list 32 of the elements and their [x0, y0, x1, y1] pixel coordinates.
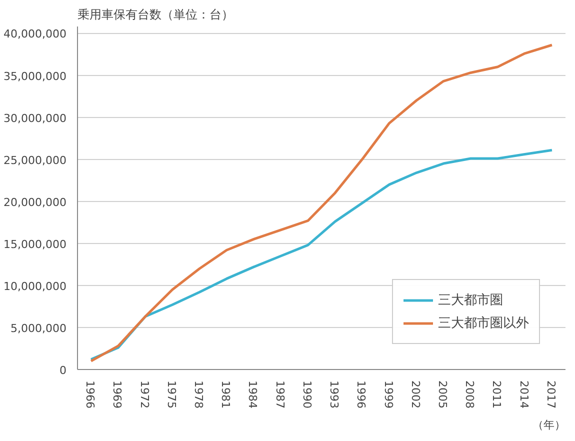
x-tick-label: 2017	[544, 380, 558, 408]
y-tick-label: 25,000,000	[4, 154, 67, 167]
x-tick-label: 1969	[110, 380, 124, 408]
y-tick-label: 40,000,000	[4, 28, 67, 41]
x-tick-label: 1996	[354, 380, 368, 408]
x-tick-label: 2002	[408, 380, 422, 408]
chart-title: 乗用車保有台数（単位：台）	[78, 8, 234, 22]
x-tick-label: 1990	[300, 380, 314, 408]
y-tick-label: 15,000,000	[4, 238, 67, 251]
legend-label: 三大都市圏以外	[438, 315, 529, 332]
y-tick-label: 20,000,000	[4, 196, 67, 209]
x-tick-label: 2014	[517, 380, 530, 408]
y-tick-label: 10,000,000	[4, 280, 67, 293]
x-tick-label: 1972	[138, 380, 151, 408]
x-tick-label: 1993	[328, 380, 341, 408]
y-tick-label: 30,000,000	[4, 112, 67, 125]
y-tick-label: 0	[60, 364, 66, 377]
x-tick-label: 1966	[84, 380, 97, 408]
y-tick-label: 35,000,000	[4, 70, 67, 83]
x-tick-label: 2005	[436, 380, 449, 408]
x-tick-label: 1981	[219, 380, 232, 408]
legend-label: 三大都市圏	[438, 292, 503, 309]
x-tick-label: 1999	[382, 380, 395, 408]
line-series	[90, 44, 554, 362]
x-tick-label: 2011	[490, 380, 504, 408]
x-tick-label: 1975	[164, 380, 178, 408]
x-tick-label: 1987	[273, 380, 286, 408]
x-tick-label: 1984	[246, 380, 260, 408]
x-tick-label: 1978	[192, 380, 205, 408]
x-tick-label: 2008	[463, 380, 476, 408]
x-axis-title: （年）	[532, 418, 566, 432]
y-tick-label: 5,000,000	[10, 322, 66, 335]
